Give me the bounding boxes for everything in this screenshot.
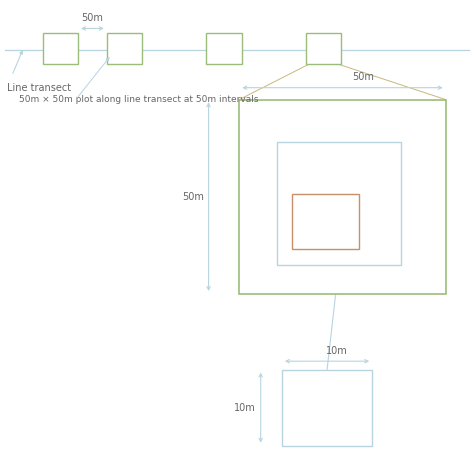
Bar [43,33,78,64]
Bar [277,142,401,265]
Bar [239,100,446,294]
Text: 10m: 10m [326,346,347,356]
Bar [282,370,372,446]
Text: 1m × 1m: 1m × 1m [301,217,350,227]
Text: Line transect: Line transect [7,83,71,93]
Bar [107,33,142,64]
Text: 50m: 50m [182,191,204,202]
Bar [306,33,341,64]
Text: 50m: 50m [82,13,103,23]
Text: 50m: 50m [352,72,374,82]
Text: 10m: 10m [234,402,256,413]
Text: 50m × 50m plot along line transect at 50m intervals: 50m × 50m plot along line transect at 50… [19,95,258,104]
Bar [206,33,242,64]
Bar [292,194,359,249]
